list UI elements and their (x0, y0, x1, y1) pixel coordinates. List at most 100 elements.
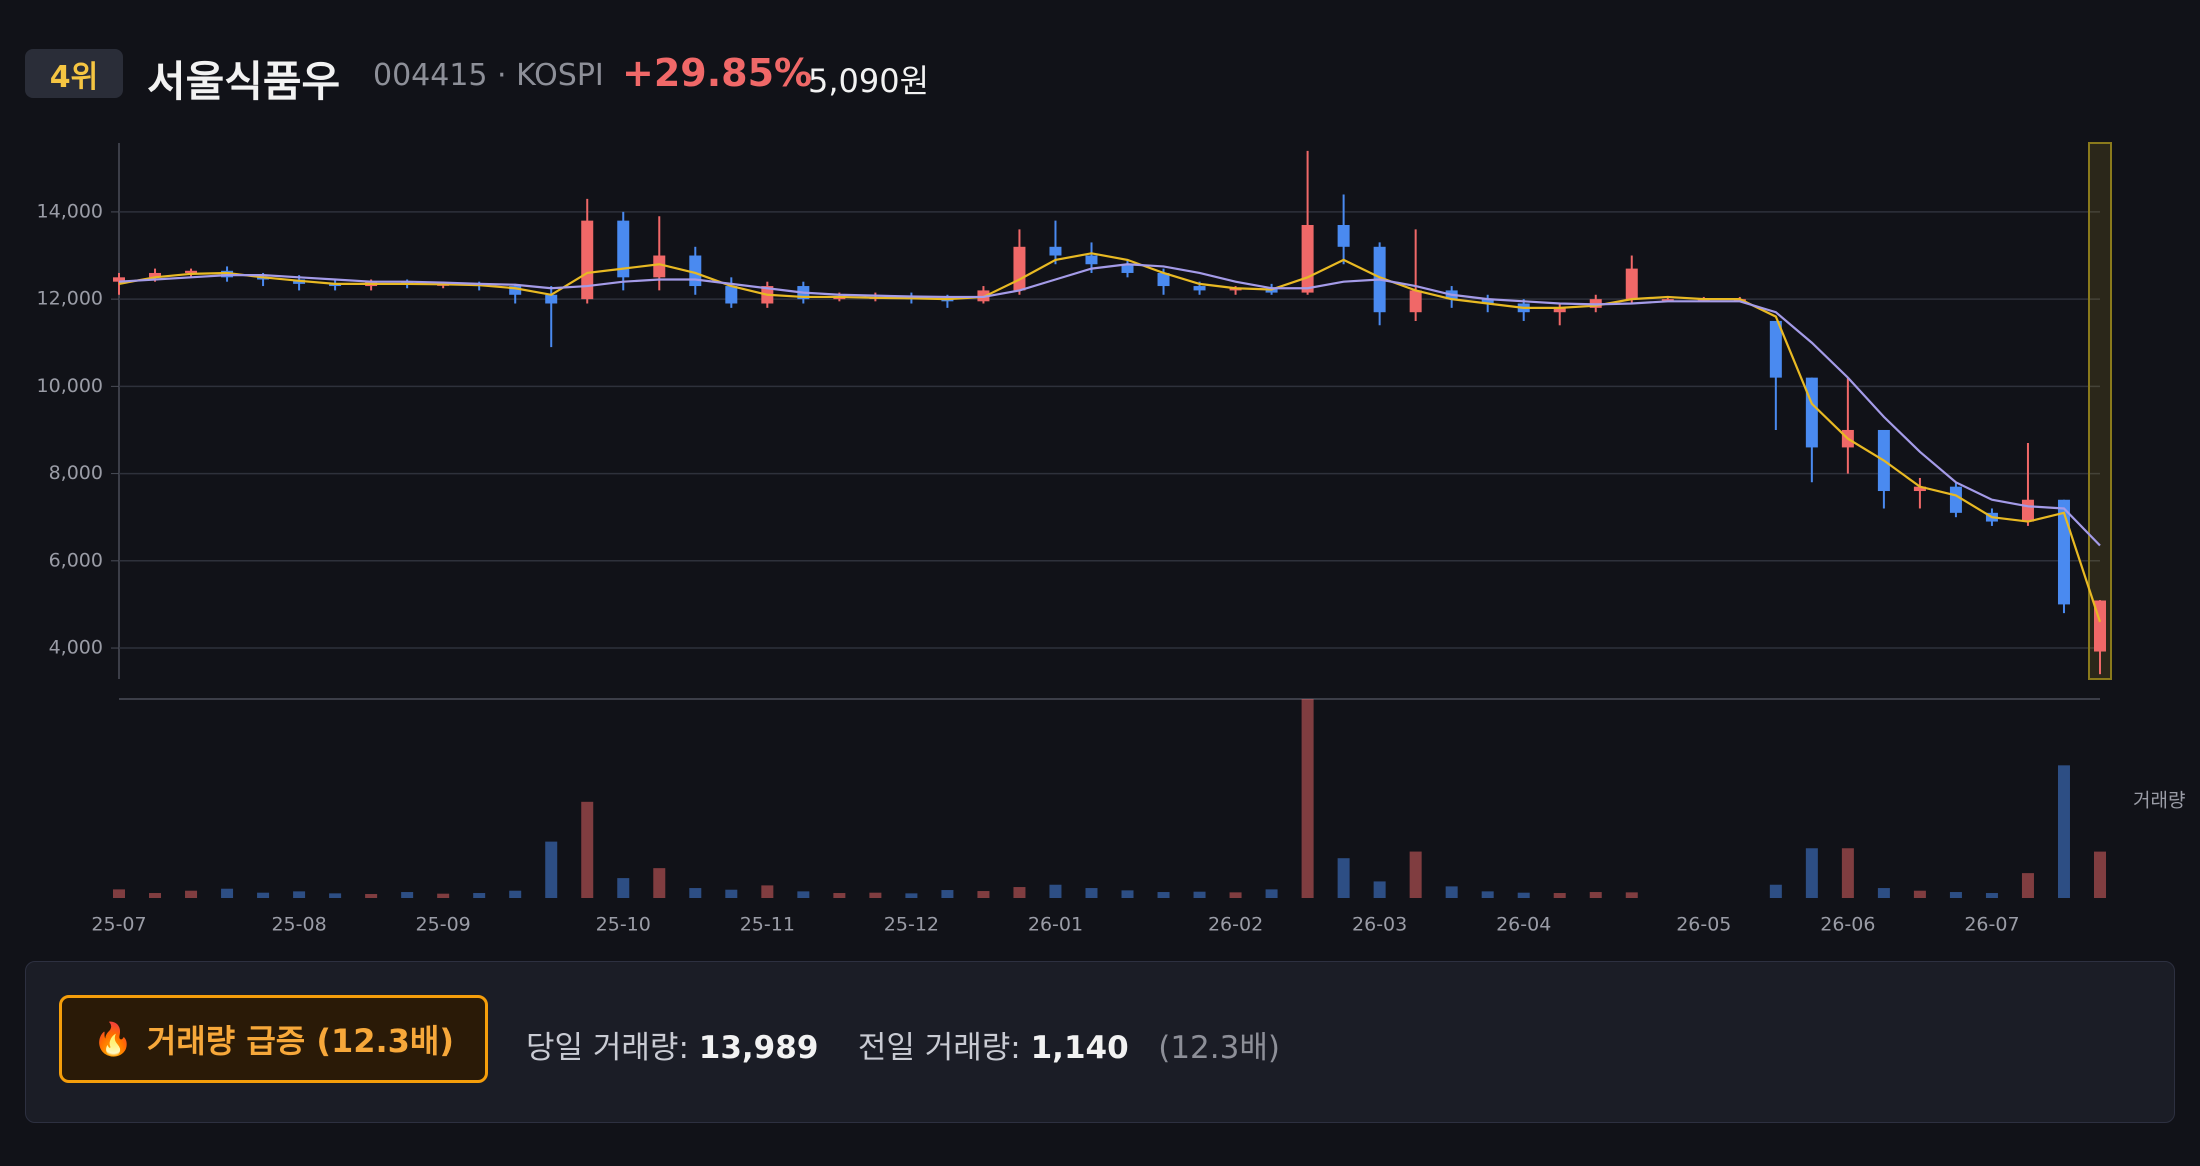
volume-bar (1121, 890, 1134, 898)
volume-bar (509, 890, 522, 898)
candle-body (185, 270, 198, 273)
ma-line (118, 252, 2102, 623)
candle-body (149, 272, 162, 278)
volume-bar (1409, 851, 1422, 898)
volume-bar (1949, 892, 1962, 898)
volume-bar (1337, 858, 1350, 898)
volume-bar (329, 893, 342, 898)
x-tick-label: 26-07 (1964, 914, 2019, 936)
volume-bar (1229, 892, 1242, 898)
x-tick-label: 25-11 (740, 914, 795, 936)
volume-bar (437, 893, 450, 898)
volume-bar (1013, 887, 1026, 898)
candle-body (1193, 286, 1206, 291)
x-tick-label: 26-03 (1352, 914, 1407, 936)
volume-bar (1481, 891, 1494, 898)
candle-body (2021, 499, 2034, 522)
volume-bar (869, 892, 882, 898)
volume-bar (365, 894, 378, 898)
badge-text: 거래량 급증 (12.3배) (146, 1022, 454, 1060)
volume-bar (1301, 699, 1314, 898)
x-tick-label: 25-10 (596, 914, 651, 936)
candle-body (2057, 499, 2070, 605)
candle-body (1409, 290, 1422, 313)
y-tick-label: 6,000 (49, 549, 103, 571)
x-tick-label: 26-06 (1820, 914, 1875, 936)
volume-bar (905, 893, 918, 898)
stock-name: 서울식품우 (147, 57, 341, 106)
prev-label: 전일 거래량: (857, 1030, 1021, 1066)
candle-body (545, 294, 558, 304)
volume-stats: 당일 거래량: 13,989 전일 거래량: 1,140 (12.3배) (526, 1022, 1280, 1067)
volume-bar (1913, 890, 1926, 898)
candle-body (581, 220, 594, 300)
candle-body (1625, 268, 1638, 300)
volume-bar (1553, 893, 1566, 898)
volume-bar (1193, 891, 1206, 898)
candle-body (1769, 320, 1782, 378)
candle-body (689, 255, 702, 287)
x-tick-label: 26-05 (1676, 914, 1731, 936)
volume-bar (725, 889, 738, 898)
x-tick-label: 25-08 (271, 914, 326, 936)
volume-bar (1589, 892, 1602, 898)
candle-body (1913, 486, 1926, 492)
y-tick-label: 8,000 (49, 462, 103, 484)
ma-line (118, 263, 2101, 547)
volume-bar (113, 889, 125, 898)
volume-bar (1085, 888, 1098, 898)
volume-label: 거래량 (2133, 790, 2185, 812)
volume-bar (1265, 889, 1278, 898)
volume-bar (977, 891, 990, 898)
volume-bar (581, 801, 594, 898)
volume-bar (761, 885, 774, 898)
x-tick-label: 26-02 (1208, 914, 1263, 936)
surge-badge: 🔥 거래량 급증 (12.3배) (59, 995, 488, 1083)
y-tick-label: 10,000 (37, 375, 103, 397)
x-tick-label: 26-01 (1028, 914, 1083, 936)
x-tick-label: 26-04 (1496, 914, 1551, 936)
candle-body (1301, 224, 1314, 293)
volume-bar (401, 892, 414, 898)
candle-body (617, 220, 630, 278)
volume-bar (1625, 892, 1638, 898)
volume-bar (1517, 892, 1530, 898)
stock-code: 004415 · KOSPI (373, 58, 604, 93)
candle-body (1337, 224, 1350, 247)
volume-bar (2057, 765, 2070, 898)
candle-body (1481, 299, 1494, 304)
volume-bar (617, 878, 630, 898)
volume-bar (941, 890, 954, 898)
volume-bar (1373, 881, 1386, 898)
candle-body (1085, 255, 1098, 265)
volume-bar (1841, 848, 1854, 898)
candle-body (725, 286, 738, 304)
candle-body (1949, 486, 1962, 513)
volume-bar (2094, 851, 2106, 898)
y-tick-label: 4,000 (49, 637, 103, 659)
ratio: (12.3배) (1158, 1030, 1280, 1066)
volume-bar (1445, 886, 1458, 898)
y-tick-label: 14,000 (37, 200, 103, 222)
candle-body (509, 286, 522, 295)
volume-bar (185, 890, 198, 898)
candle-body (1121, 264, 1134, 273)
x-tick-label: 25-09 (416, 914, 471, 936)
volume-bar (1049, 884, 1062, 898)
candle-body (1157, 272, 1170, 287)
candle-body (1049, 246, 1062, 256)
y-tick-label: 12,000 (37, 288, 103, 310)
today-value: 13,989 (698, 1030, 819, 1066)
prev-value: 1,140 (1030, 1030, 1129, 1066)
volume-bar (833, 893, 846, 898)
highlight (2088, 142, 2112, 680)
volume-bar (293, 891, 306, 898)
volume-bar (473, 893, 486, 898)
candle-body (1013, 246, 1026, 291)
candle-body (653, 255, 666, 278)
volume-bar (653, 868, 666, 898)
candle-body (1661, 299, 1674, 302)
badge-icon: 🔥 (93, 1020, 133, 1058)
volume-bar (1157, 892, 1170, 898)
